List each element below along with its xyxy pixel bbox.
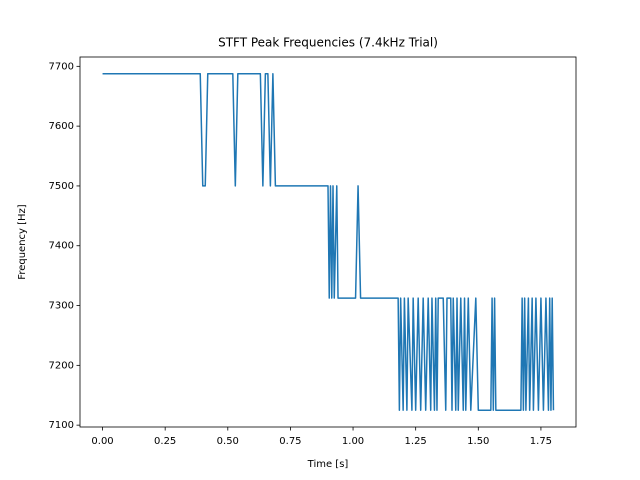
x-tick-label: 0.00 [91, 436, 113, 447]
x-tick-label: 0.50 [217, 436, 239, 447]
x-tick-label: 0.25 [154, 436, 176, 447]
y-tick-label: 7700 [49, 61, 74, 72]
x-tick-label: 0.75 [279, 436, 301, 447]
chart-title: STFT Peak Frequencies (7.4kHz Trial) [218, 36, 438, 50]
data-line [102, 73, 555, 411]
y-tick-label: 7500 [49, 181, 74, 192]
plot-frame [79, 56, 577, 428]
x-tick-label: 1.00 [342, 436, 364, 447]
y-tick-label: 7600 [49, 121, 74, 132]
y-tick-label: 7400 [49, 241, 74, 252]
y-axis-label: Frequency [Hz] [17, 204, 28, 280]
x-tick-label: 1.75 [530, 436, 552, 447]
x-axis-label: Time [s] [307, 459, 349, 470]
y-tick-label: 7100 [49, 420, 74, 431]
x-tick-label: 1.25 [405, 436, 427, 447]
y-tick-label: 7300 [49, 301, 74, 312]
y-tick-label: 7200 [49, 360, 74, 371]
x-tick-label: 1.50 [467, 436, 489, 447]
